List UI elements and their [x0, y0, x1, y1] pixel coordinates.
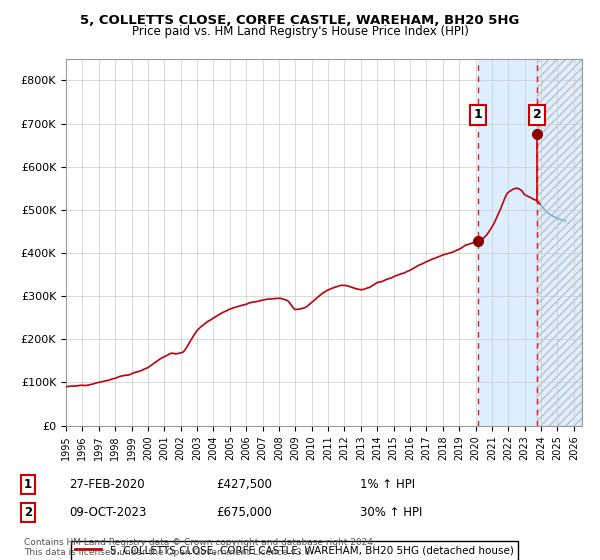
Text: 2: 2: [533, 109, 542, 122]
Legend: 5, COLLETTS CLOSE, CORFE CASTLE, WAREHAM, BH20 5HG (detached house), HPI: Averag: 5, COLLETTS CLOSE, CORFE CASTLE, WAREHAM…: [71, 541, 518, 560]
Text: £427,500: £427,500: [216, 478, 272, 491]
Text: 30% ↑ HPI: 30% ↑ HPI: [360, 506, 422, 519]
Text: Contains HM Land Registry data © Crown copyright and database right 2024.
This d: Contains HM Land Registry data © Crown c…: [24, 538, 376, 557]
Text: 1% ↑ HPI: 1% ↑ HPI: [360, 478, 415, 491]
Text: 5, COLLETTS CLOSE, CORFE CASTLE, WAREHAM, BH20 5HG: 5, COLLETTS CLOSE, CORFE CASTLE, WAREHAM…: [80, 14, 520, 27]
Text: £675,000: £675,000: [216, 506, 272, 519]
Text: 27-FEB-2020: 27-FEB-2020: [69, 478, 145, 491]
Bar: [537, 59, 582, 426]
Text: Price paid vs. HM Land Registry's House Price Index (HPI): Price paid vs. HM Land Registry's House …: [131, 25, 469, 38]
Text: 2: 2: [24, 506, 32, 519]
Bar: [478, 59, 537, 426]
Text: 1: 1: [24, 478, 32, 491]
Text: 1: 1: [473, 109, 482, 122]
Text: 09-OCT-2023: 09-OCT-2023: [69, 506, 146, 519]
